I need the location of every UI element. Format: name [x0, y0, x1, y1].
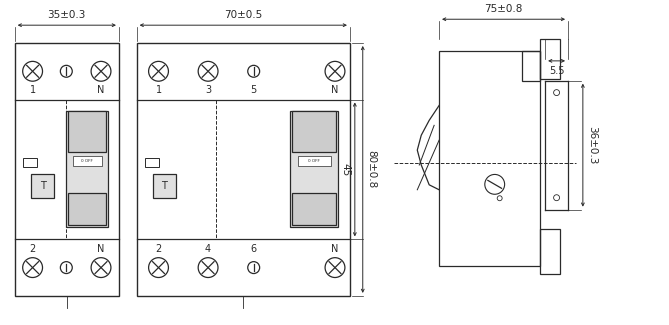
Text: 6: 6 — [251, 244, 257, 254]
Bar — [541, 39, 560, 79]
Bar — [522, 51, 541, 81]
Text: 3: 3 — [205, 85, 211, 95]
Text: 2: 2 — [29, 244, 35, 254]
Text: 5.5: 5.5 — [549, 66, 565, 76]
Text: N: N — [331, 244, 339, 254]
Text: 75±0.8: 75±0.8 — [484, 4, 522, 14]
Bar — [439, 51, 541, 266]
Bar — [23, 158, 37, 167]
Text: N: N — [331, 85, 339, 95]
Text: 5: 5 — [251, 85, 257, 95]
Bar — [72, 156, 102, 166]
Text: 36±0.3: 36±0.3 — [587, 126, 597, 164]
Text: 0 OFF: 0 OFF — [81, 159, 93, 163]
Bar — [290, 111, 338, 228]
Bar — [15, 43, 119, 296]
Text: N: N — [97, 244, 105, 254]
Text: 4: 4 — [205, 244, 211, 254]
Text: T: T — [39, 181, 45, 191]
Bar — [68, 193, 106, 225]
Text: T: T — [161, 181, 167, 191]
Text: N: N — [97, 85, 105, 95]
Bar — [68, 111, 106, 152]
Bar — [153, 174, 177, 198]
Text: 45: 45 — [341, 163, 351, 176]
Text: 2: 2 — [155, 244, 162, 254]
Bar — [292, 193, 336, 225]
Bar — [541, 229, 560, 274]
Text: 1: 1 — [29, 85, 35, 95]
Bar — [298, 156, 331, 166]
Text: 80±0.8: 80±0.8 — [367, 150, 377, 188]
Bar — [31, 174, 54, 198]
Text: 35±0.3: 35±0.3 — [47, 10, 86, 20]
Text: 0 OFF: 0 OFF — [308, 159, 320, 163]
Text: 1: 1 — [155, 85, 162, 95]
Bar — [66, 111, 108, 228]
Bar — [136, 43, 350, 296]
Bar — [292, 111, 336, 152]
Bar — [145, 158, 159, 167]
Text: 70±0.5: 70±0.5 — [224, 10, 262, 20]
